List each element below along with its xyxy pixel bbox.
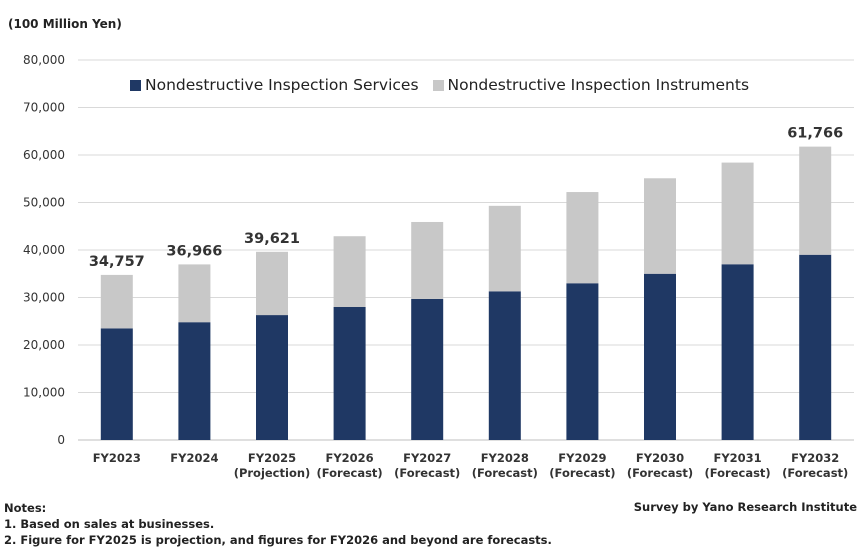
x-tick-label: (Forecast): [782, 466, 848, 480]
bar-instruments: [799, 146, 832, 255]
y-axis: 0 10,000 20,000 30,000 40,000 50,000 60,000 70,…: [23, 53, 65, 447]
legend-label-instruments: Nondestructive Inspection Instruments: [447, 76, 750, 94]
bar-instruments: [100, 274, 133, 329]
y-tick-label: 10,000: [23, 386, 65, 400]
x-tick-label: FY2024: [170, 451, 218, 465]
note-line-1: 1. Based on sales at businesses.: [4, 517, 215, 531]
total-label: 34,757: [89, 254, 145, 270]
total-label: 61,766: [787, 126, 843, 142]
legend-label-services: Nondestructive Inspection Services: [145, 76, 419, 94]
y-tick-label: 80,000: [23, 53, 65, 67]
bar-services: [644, 273, 676, 440]
x-tick-label: FY2032: [791, 451, 839, 465]
bar-services: [566, 283, 599, 440]
legend-entry-services: Nondestructive Inspection Services: [130, 76, 419, 94]
x-tick-label: FY2031: [713, 451, 761, 465]
bar-services: [178, 322, 211, 440]
legend-swatch-instruments: [432, 79, 444, 91]
legend-swatch-services: [130, 79, 141, 91]
x-tick-label: (Forecast): [704, 466, 770, 480]
bar-instruments: [256, 251, 288, 316]
legend-entry-instruments: Nondestructive Inspection Instruments: [432, 76, 750, 94]
bar-instruments: [721, 162, 754, 265]
y-tick-label: 70,000: [23, 101, 65, 115]
x-tick-label: (Forecast): [627, 466, 693, 480]
bar-services: [100, 328, 133, 440]
legend: Nondestructive Inspection Services Nonde…: [130, 76, 763, 94]
notes-heading: Notes:: [4, 501, 47, 515]
y-tick-label: 20,000: [23, 338, 65, 352]
bar-services: [799, 254, 832, 440]
y-tick-label: 50,000: [23, 196, 65, 210]
bar-instruments: [178, 264, 211, 323]
notes: Notes: 1. Based on sales at businesses. …: [4, 500, 552, 548]
x-tick-label: (Forecast): [472, 466, 538, 480]
unit-label: (100 Million Yen): [8, 17, 122, 31]
bar-instruments: [411, 221, 444, 299]
x-tick-label: (Forecast): [394, 466, 460, 480]
total-label: 39,621: [244, 231, 300, 247]
x-tick-label: (Projection): [234, 466, 311, 480]
x-tick-label: FY2026: [325, 451, 373, 465]
x-tick-label: FY2027: [403, 451, 451, 465]
source-credit: Survey by Yano Research Institute: [633, 500, 857, 514]
y-tick-label: 40,000: [23, 243, 65, 257]
x-tick-label: (Forecast): [316, 466, 382, 480]
x-tick-label: FY2028: [481, 451, 529, 465]
x-tick-label: FY2029: [558, 451, 606, 465]
bar-services: [256, 315, 288, 440]
total-label: 36,966: [166, 243, 222, 259]
bar-services: [333, 307, 366, 440]
y-tick-label: 0: [57, 433, 65, 447]
note-line-2: 2. Figure for FY2025 is projection, and …: [4, 533, 552, 547]
bar-services: [411, 298, 444, 440]
bar-instruments: [566, 192, 599, 284]
x-tick-label: FY2025: [248, 451, 296, 465]
bars: [100, 146, 832, 440]
x-tick-label: (Forecast): [549, 466, 615, 480]
total-labels: 34,757 36,966 39,621 61,766: [89, 126, 843, 270]
bar-instruments: [488, 205, 521, 292]
x-tick-label: FY2030: [636, 451, 684, 465]
y-tick-label: 60,000: [23, 148, 65, 162]
bar-instruments: [333, 236, 366, 307]
bar-services: [488, 291, 521, 440]
x-tick-label: FY2023: [93, 451, 141, 465]
bar-services: [721, 264, 754, 440]
x-axis: FY2023 FY2024 FY2025(Projection)FY2026(For…: [93, 451, 849, 480]
bar-instruments: [644, 178, 676, 274]
y-tick-label: 30,000: [23, 291, 65, 305]
